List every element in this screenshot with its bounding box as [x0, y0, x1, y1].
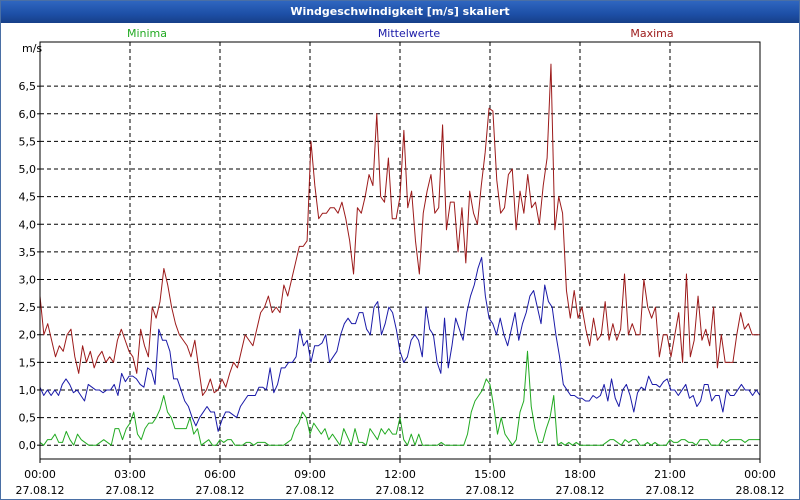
x-tick-date: 28.08.12 — [736, 484, 785, 497]
legend-minima: Minima — [127, 27, 167, 40]
y-axis-label: m/s — [22, 42, 42, 55]
x-tick-time: 09:00 — [294, 468, 326, 481]
legend-maxima: Maxima — [630, 27, 673, 40]
x-tick-time: 03:00 — [114, 468, 146, 481]
x-tick-date: 27.08.12 — [106, 484, 155, 497]
x-tick-date: 27.08.12 — [286, 484, 335, 497]
y-tick-label: 0,5 — [19, 412, 37, 425]
x-tick-time: 00:00 — [744, 468, 776, 481]
window-title: Windgeschwindigkeit [m/s] skaliert — [1, 1, 799, 23]
y-tick-label: 2,0 — [19, 329, 37, 342]
x-tick-time: 12:00 — [384, 468, 416, 481]
y-tick-label: 4,5 — [19, 191, 37, 204]
x-tick-date: 27.08.12 — [556, 484, 605, 497]
series-line-minima — [39, 350, 760, 446]
legend-mittelwerte: Mittelwerte — [378, 27, 441, 40]
x-tick-date: 27.08.12 — [646, 484, 695, 497]
series-line-maxima — [39, 63, 760, 396]
x-tick-date: 27.08.12 — [376, 484, 425, 497]
x-tick-time: 00:00 — [24, 468, 56, 481]
y-tick-label: 0,0 — [19, 439, 37, 452]
x-tick-time: 15:00 — [474, 468, 506, 481]
x-tick-date: 27.08.12 — [16, 484, 65, 497]
x-tick-time: 06:00 — [204, 468, 236, 481]
plot-area — [39, 41, 761, 460]
y-tick-label: 1,0 — [19, 384, 37, 397]
y-tick-label: 6,0 — [19, 108, 37, 121]
y-tick-label: 3,5 — [19, 246, 37, 259]
y-tick-label: 6,5 — [19, 80, 37, 93]
y-tick-label: 5,5 — [19, 135, 37, 148]
x-tick-time: 18:00 — [564, 468, 596, 481]
y-tick-label: 1,5 — [19, 356, 37, 369]
y-tick-label: 4,0 — [19, 218, 37, 231]
x-tick-time: 21:00 — [654, 468, 686, 481]
series-line-mittelwerte — [39, 256, 761, 432]
x-tick-date: 27.08.12 — [466, 484, 515, 497]
y-tick-label: 3,0 — [19, 273, 37, 286]
x-tick-date: 27.08.12 — [196, 484, 245, 497]
y-tick-label: 5,0 — [19, 163, 37, 176]
y-tick-label: 2,5 — [19, 301, 37, 314]
